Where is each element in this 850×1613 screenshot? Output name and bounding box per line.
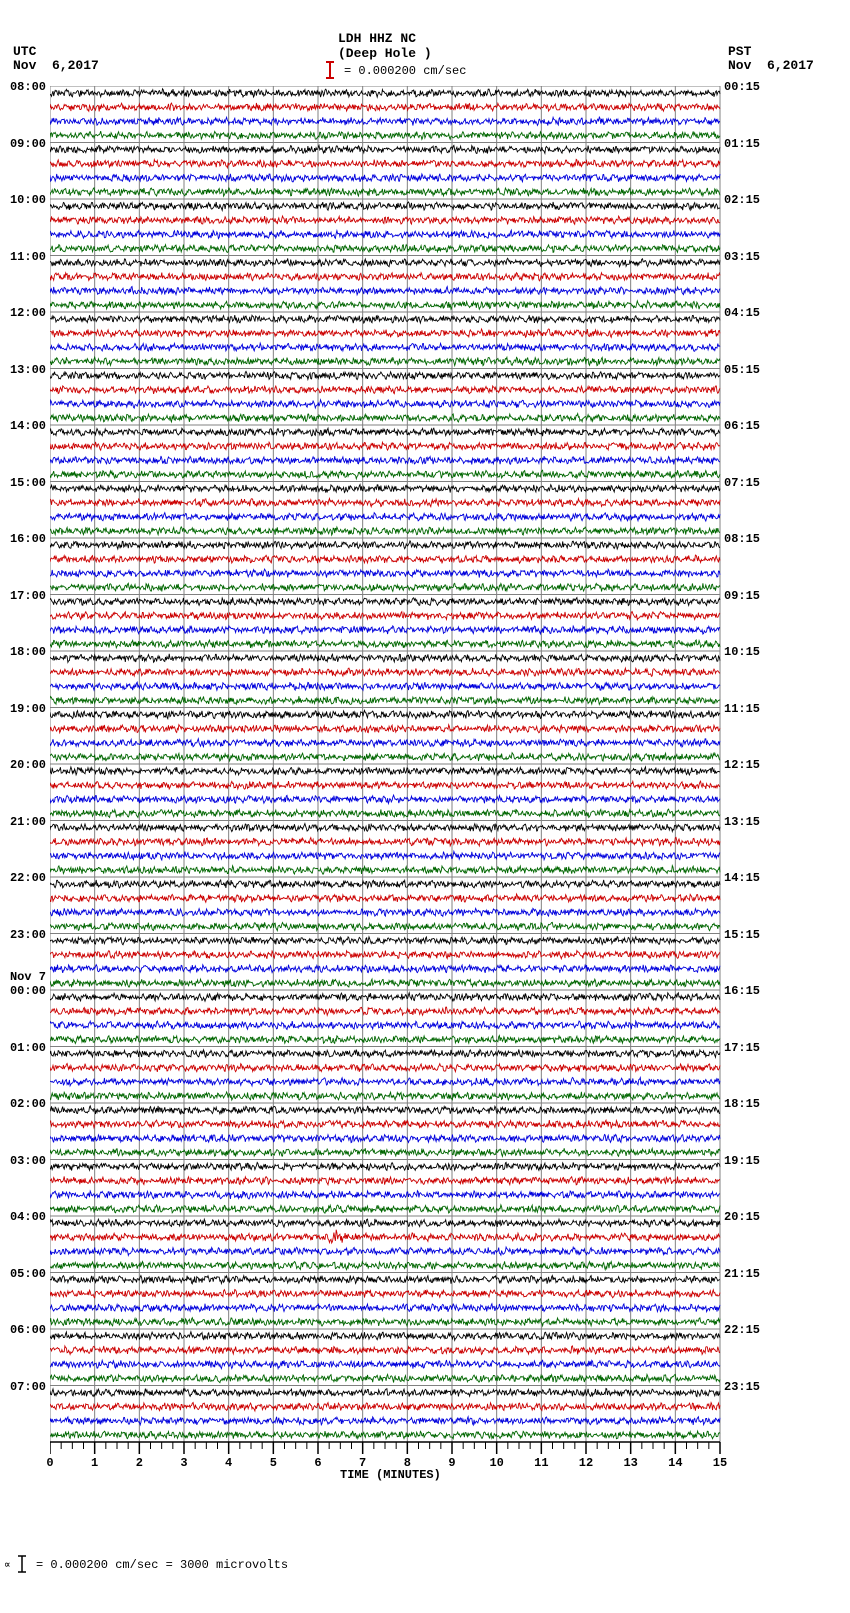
- left-time-label: 05:00: [4, 1267, 46, 1281]
- right-time-label: 19:15: [724, 1154, 760, 1168]
- left-day-label: Nov 7: [4, 970, 46, 984]
- x-tick: 4: [219, 1456, 239, 1470]
- right-time-label: 08:15: [724, 532, 760, 546]
- right-time-label: 10:15: [724, 645, 760, 659]
- left-time-label: 22:00: [4, 871, 46, 885]
- right-time-label: 12:15: [724, 758, 760, 772]
- left-time-label: 10:00: [4, 193, 46, 207]
- left-time-label: 11:00: [4, 250, 46, 264]
- right-time-label: 21:15: [724, 1267, 760, 1281]
- x-tick: 8: [397, 1456, 417, 1470]
- right-time-label: 14:15: [724, 871, 760, 885]
- scale-text: = 0.000200 cm/sec: [344, 64, 466, 78]
- left-time-label: 20:00: [4, 758, 46, 772]
- right-time-label: 05:15: [724, 363, 760, 377]
- right-time-label: 11:15: [724, 702, 760, 716]
- left-time-label: 03:00: [4, 1154, 46, 1168]
- right-time-label: 06:15: [724, 419, 760, 433]
- right-time-label: 23:15: [724, 1380, 760, 1394]
- right-time-label: 18:15: [724, 1097, 760, 1111]
- x-tick: 13: [621, 1456, 641, 1470]
- left-time-label: 16:00: [4, 532, 46, 546]
- svg-text:∝: ∝: [4, 1560, 11, 1572]
- left-time-label: 01:00: [4, 1041, 46, 1055]
- footer-text: = 0.000200 cm/sec = 3000 microvolts: [36, 1558, 288, 1572]
- pst-date: Nov 6,2017: [728, 58, 814, 73]
- right-time-label: 17:15: [724, 1041, 760, 1055]
- utc-label: UTC: [13, 44, 36, 59]
- left-time-label: 19:00: [4, 702, 46, 716]
- right-time-label: 22:15: [724, 1323, 760, 1337]
- x-axis-label: TIME (MINUTES): [340, 1468, 441, 1482]
- right-time-label: 07:15: [724, 476, 760, 490]
- left-time-label: 04:00: [4, 1210, 46, 1224]
- right-time-label: 20:15: [724, 1210, 760, 1224]
- seismogram-page: { "header":{ "station_line":"LDH HHZ NC"…: [0, 0, 850, 1613]
- right-time-label: 01:15: [724, 137, 760, 151]
- x-tick: 1: [85, 1456, 105, 1470]
- x-tick: 7: [353, 1456, 373, 1470]
- x-tick: 15: [710, 1456, 730, 1470]
- utc-date: Nov 6,2017: [13, 58, 99, 73]
- right-time-label: 00:15: [724, 80, 760, 94]
- left-time-label: 09:00: [4, 137, 46, 151]
- x-tick: 14: [665, 1456, 685, 1470]
- x-tick: 12: [576, 1456, 596, 1470]
- left-time-label: 18:00: [4, 645, 46, 659]
- seismogram-plot: [50, 86, 722, 1482]
- x-tick: 9: [442, 1456, 462, 1470]
- left-time-label: 12:00: [4, 306, 46, 320]
- scale-bar-icon: [320, 60, 340, 80]
- x-tick: 3: [174, 1456, 194, 1470]
- station-location: (Deep Hole ): [338, 46, 432, 61]
- right-time-label: 02:15: [724, 193, 760, 207]
- right-time-label: 16:15: [724, 984, 760, 998]
- left-time-label: 08:00: [4, 80, 46, 94]
- left-time-label: 21:00: [4, 815, 46, 829]
- left-time-label: 00:00: [4, 984, 46, 998]
- left-time-label: 14:00: [4, 419, 46, 433]
- x-tick: 6: [308, 1456, 328, 1470]
- left-time-label: 15:00: [4, 476, 46, 490]
- left-time-label: 23:00: [4, 928, 46, 942]
- left-time-label: 17:00: [4, 589, 46, 603]
- station-code: LDH HHZ NC: [338, 31, 416, 46]
- x-tick: 5: [263, 1456, 283, 1470]
- right-time-label: 15:15: [724, 928, 760, 942]
- x-tick: 10: [487, 1456, 507, 1470]
- left-time-label: 06:00: [4, 1323, 46, 1337]
- footer-scale-icon: ∝: [4, 1554, 34, 1574]
- right-time-label: 13:15: [724, 815, 760, 829]
- x-tick: 2: [129, 1456, 149, 1470]
- left-time-label: 02:00: [4, 1097, 46, 1111]
- pst-label: PST: [728, 44, 751, 59]
- right-time-label: 09:15: [724, 589, 760, 603]
- left-time-label: 07:00: [4, 1380, 46, 1394]
- right-time-label: 04:15: [724, 306, 760, 320]
- x-tick: 0: [40, 1456, 60, 1470]
- right-time-label: 03:15: [724, 250, 760, 264]
- x-tick: 11: [531, 1456, 551, 1470]
- left-time-label: 13:00: [4, 363, 46, 377]
